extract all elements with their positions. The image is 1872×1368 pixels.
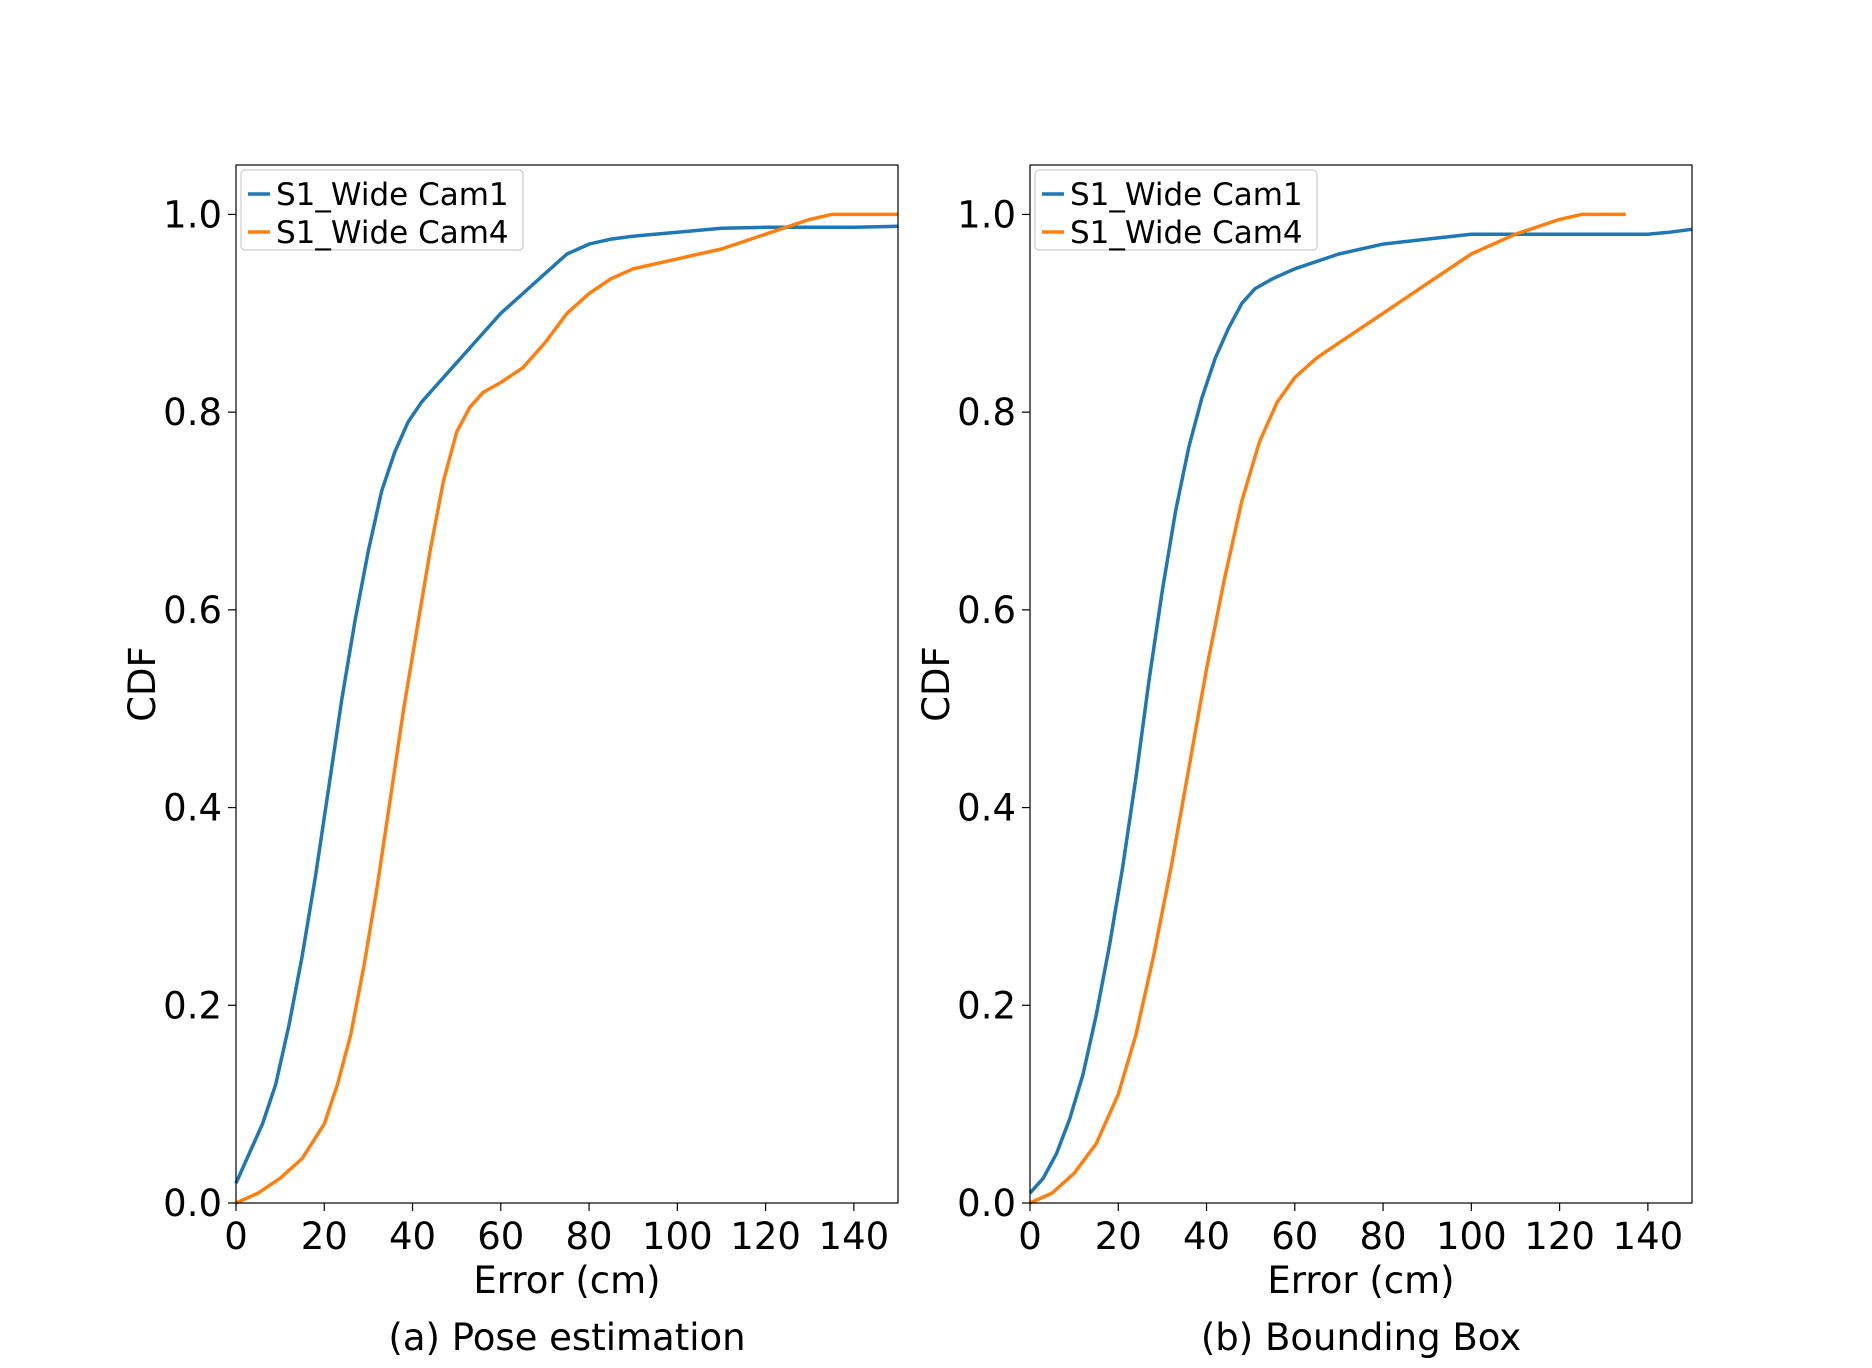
x-tick-label: 20 bbox=[301, 1215, 348, 1258]
x-tick-label: 120 bbox=[730, 1215, 801, 1258]
legend-label-2: S1_Wide Cam4 bbox=[276, 215, 509, 251]
y-tick-label: 0.2 bbox=[957, 984, 1016, 1027]
plot-frame bbox=[1029, 164, 1693, 1204]
series-line-2 bbox=[235, 212, 898, 1205]
x-tick-label: 80 bbox=[566, 1215, 613, 1258]
plot-frame bbox=[235, 164, 899, 1204]
x-tick-label: 40 bbox=[1183, 1215, 1230, 1258]
x-tick-label: 100 bbox=[642, 1215, 713, 1258]
y-tick-label: 0.0 bbox=[163, 1182, 222, 1225]
y-tick-label: 0.6 bbox=[163, 589, 222, 632]
panel-caption: (b) Bounding Box bbox=[1201, 1316, 1521, 1359]
x-tick-label: 140 bbox=[1613, 1215, 1684, 1258]
x-tick-label: 60 bbox=[477, 1215, 524, 1258]
y-tick-label: 1.0 bbox=[163, 193, 222, 236]
series-line-1 bbox=[1028, 227, 1693, 1195]
series-line-2 bbox=[1029, 212, 1626, 1205]
y-tick-label: 0.0 bbox=[957, 1182, 1016, 1225]
y-tick-label: 0.4 bbox=[163, 787, 222, 830]
x-tick-label: 0 bbox=[224, 1215, 248, 1258]
y-axis-label: CDF bbox=[121, 646, 164, 722]
y-tick-label: 0.6 bbox=[957, 589, 1016, 632]
y-tick-label: 0.2 bbox=[163, 984, 222, 1027]
legend-label-1: S1_Wide Cam1 bbox=[1070, 177, 1303, 213]
x-tick-label: 140 bbox=[819, 1215, 890, 1258]
legend-label-2: S1_Wide Cam4 bbox=[1070, 215, 1303, 251]
legend-label-1: S1_Wide Cam1 bbox=[276, 177, 509, 213]
y-tick-label: 1.0 bbox=[957, 193, 1016, 236]
legend-box bbox=[1034, 169, 1318, 251]
series-line-1 bbox=[234, 224, 899, 1184]
y-tick-label: 0.4 bbox=[957, 787, 1016, 830]
panel-caption: (a) Pose estimation bbox=[388, 1316, 745, 1359]
legend-box bbox=[240, 169, 524, 251]
x-axis-label: Error (cm) bbox=[1267, 1259, 1454, 1302]
y-tick-label: 0.8 bbox=[163, 391, 222, 434]
x-tick-label: 80 bbox=[1360, 1215, 1407, 1258]
x-tick-label: 120 bbox=[1524, 1215, 1595, 1258]
x-tick-label: 20 bbox=[1095, 1215, 1142, 1258]
y-axis-label: CDF bbox=[915, 646, 958, 722]
panel-pose-estimation: 0 20 40 60 80 100 120 140 0.0 0.2 0.4 0.6 0.8 1.0 Erro… bbox=[121, 164, 899, 1359]
x-tick-label: 0 bbox=[1018, 1215, 1042, 1258]
x-axis-label: Error (cm) bbox=[473, 1259, 660, 1302]
y-tick-label: 0.8 bbox=[957, 391, 1016, 434]
x-tick-label: 100 bbox=[1436, 1215, 1507, 1258]
panel-bounding-box: 0 20 40 60 80 100 120 140 0.0 0.2 0.4 0.6 0.8 1.0 Erro… bbox=[915, 164, 1693, 1359]
x-tick-label: 60 bbox=[1271, 1215, 1318, 1258]
x-tick-label: 40 bbox=[389, 1215, 436, 1258]
